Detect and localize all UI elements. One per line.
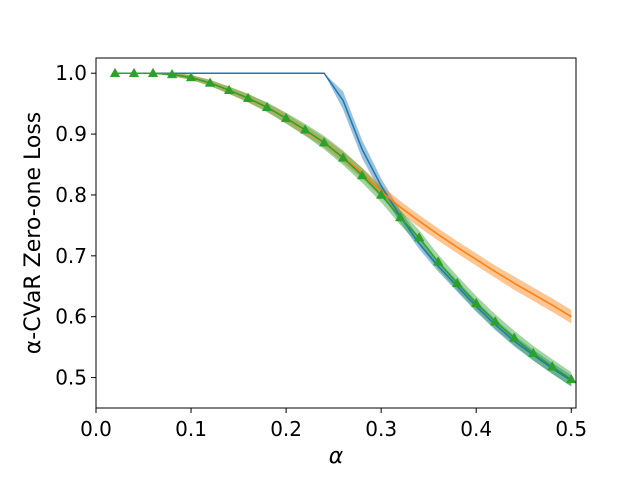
- x-tick-label: 0.5: [555, 417, 587, 441]
- series-2-point: [185, 71, 197, 82]
- series-2-point: [166, 68, 178, 79]
- series-2-point: [128, 67, 140, 77]
- series-2-point: [566, 373, 577, 384]
- x-tick-label: 0.1: [175, 417, 207, 441]
- x-axis: 0.0 0.1 0.2 0.3 0.4 0.5: [80, 408, 587, 441]
- series-2-point: [452, 277, 463, 287]
- series-2-point: [413, 232, 425, 242]
- series-2-point: [223, 84, 235, 95]
- series-2-point: [204, 77, 216, 87]
- series-0-band: [115, 73, 572, 387]
- series-2-point: [318, 137, 330, 147]
- series-2-point: [109, 67, 121, 77]
- x-tick-label: 0.2: [270, 417, 302, 441]
- y-tick-label: 0.9: [55, 122, 87, 146]
- x-tick-label: 0.4: [460, 417, 492, 441]
- series-2-point: [280, 112, 292, 123]
- series-2-point: [356, 169, 368, 180]
- series-2-point: [490, 316, 501, 326]
- y-axis: 0.5 0.6 0.7 0.8 0.9 1.0: [55, 61, 96, 390]
- series-2-point: [509, 332, 520, 342]
- series-2-point: [147, 67, 159, 77]
- series-markers: [109, 67, 577, 384]
- x-axis-label: α: [329, 444, 344, 469]
- series-2-point: [242, 92, 254, 102]
- series-2-point: [261, 101, 273, 112]
- y-tick-label: 0.6: [55, 305, 87, 329]
- y-axis-label: α-CVaR Zero-one Loss: [21, 112, 46, 354]
- y-tick-label: 0.5: [55, 366, 87, 390]
- plot-frame: [95, 57, 577, 409]
- x-tick-label: 0.0: [80, 417, 112, 441]
- series-2-point: [471, 297, 482, 308]
- series-2-point: [375, 189, 387, 199]
- series-2-point: [394, 211, 406, 222]
- y-tick-label: 1.0: [55, 61, 87, 85]
- series-2-point: [337, 152, 349, 162]
- series-2-point: [433, 256, 444, 266]
- x-tick-label: 0.3: [365, 417, 397, 441]
- y-tick-label: 0.7: [55, 244, 87, 268]
- confidence-bands: [115, 72, 572, 387]
- y-tick-label: 0.8: [55, 183, 87, 207]
- series-2-point: [547, 361, 558, 371]
- series-2-point: [528, 347, 539, 357]
- series-2-point: [299, 124, 311, 134]
